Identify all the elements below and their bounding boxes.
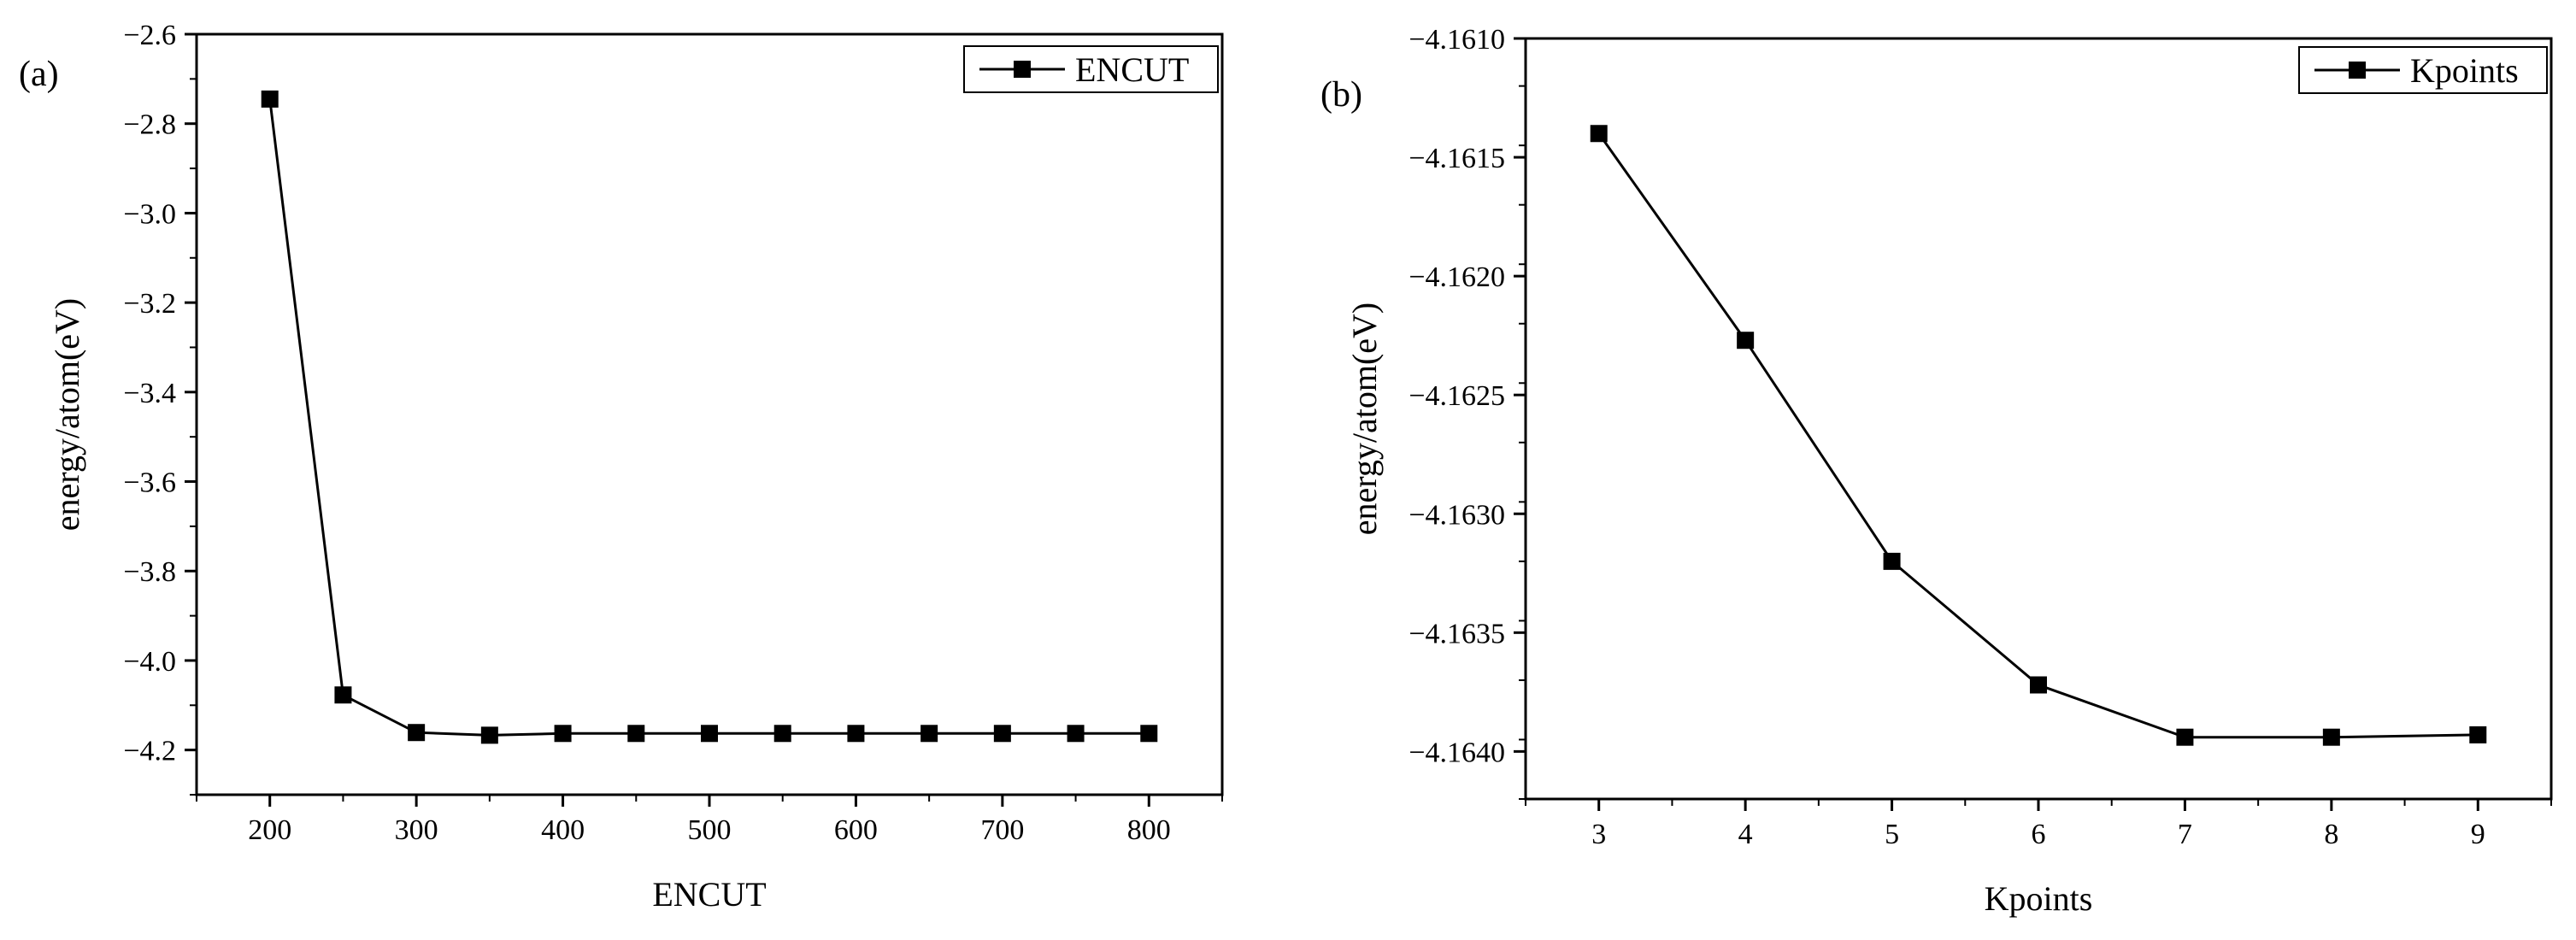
x-tick-label-a-2: 400 <box>541 814 585 846</box>
y-axis-label-b: energy/atom(eV) <box>1345 303 1384 535</box>
y-tick-label-a-0: −2.6 <box>123 20 176 51</box>
panel-label-a: (a) <box>19 55 59 94</box>
y-tick-label-a-3: −3.2 <box>123 288 176 320</box>
legend-a: ENCUT <box>963 45 1219 93</box>
y-tick-label-a-2: −3.0 <box>123 198 176 230</box>
x-tick-label-a-1: 300 <box>395 814 438 846</box>
series-b <box>1590 125 2487 746</box>
x-axis-label-b: Kpoints <box>1985 879 2093 918</box>
y-tick-label-a-4: −3.4 <box>123 378 176 409</box>
data-point-b-4 <box>2176 728 2194 746</box>
data-point-a-1 <box>334 686 352 704</box>
data-point-a-5 <box>627 725 645 743</box>
x-tick-label-b-0: 3 <box>1591 819 1606 850</box>
y-tick-label-b-4: −4.1630 <box>1409 499 1505 531</box>
data-point-a-6 <box>701 725 718 743</box>
panel-a: (a) −2.6 −2.8 −3.0 −3.2 −3.4 −3.6 −3.8 −4.0 −4.2… <box>19 20 1224 914</box>
y-tick-label-a-8: −4.2 <box>123 736 176 767</box>
x-ticks-a: 200 300 400 500 600 700 800 <box>196 795 1223 846</box>
legend-label-a: ENCUT <box>1075 50 1189 89</box>
data-point-a-12 <box>1140 725 1158 743</box>
series-a <box>261 90 1158 744</box>
y-tick-label-a-5: −3.6 <box>123 467 176 499</box>
data-point-a-2 <box>408 724 426 742</box>
data-point-b-6 <box>2469 726 2487 743</box>
y-tick-label-b-5: −4.1635 <box>1409 618 1505 649</box>
series-line-a-0 <box>268 98 1150 737</box>
y-tick-label-b-1: −4.1615 <box>1409 143 1505 174</box>
data-point-a-4 <box>554 725 572 743</box>
x-tick-label-a-4: 600 <box>834 814 878 846</box>
data-point-b-0 <box>1590 125 1608 143</box>
x-tick-label-a-0: 200 <box>248 814 291 846</box>
x-tick-label-a-5: 700 <box>980 814 1024 846</box>
y-tick-label-b-0: −4.1610 <box>1409 24 1505 56</box>
data-point-b-5 <box>2322 728 2340 746</box>
x-tick-label-b-2: 5 <box>1885 819 1899 850</box>
data-point-a-11 <box>1067 725 1085 743</box>
data-point-a-8 <box>847 725 865 743</box>
data-point-b-2 <box>1883 552 1901 570</box>
x-ticks-b: 3 4 5 6 7 8 9 <box>1525 799 2552 850</box>
panel-label-b: (b) <box>1320 75 1362 115</box>
data-point-a-3 <box>480 726 498 744</box>
x-tick-label-a-3: 500 <box>688 814 732 846</box>
panel-b: (b) −4.1610−4.1615−4.1620−4.1625−4.1630−… <box>1320 24 2553 918</box>
y-tick-label-a-1: −2.8 <box>123 109 176 141</box>
y-tick-label-a-6: −3.8 <box>123 556 176 588</box>
legend-label-b: Kpoints <box>2410 51 2519 90</box>
y-tick-label-b-3: −4.1625 <box>1409 380 1505 412</box>
data-point-a-0 <box>261 90 279 108</box>
x-tick-label-b-4: 7 <box>2178 819 2192 850</box>
y-tick-label-a-7: −4.0 <box>123 646 176 678</box>
x-tick-label-b-5: 8 <box>2324 819 2338 850</box>
x-tick-label-a-6: 800 <box>1127 814 1171 846</box>
data-point-a-9 <box>920 725 938 743</box>
data-point-b-3 <box>2030 676 2047 694</box>
series-line-b-0 <box>1597 132 2479 739</box>
data-point-a-7 <box>773 725 791 743</box>
plot-frame-a <box>195 32 1224 796</box>
y-tick-label-b-2: −4.1620 <box>1409 261 1505 293</box>
x-tick-label-b-6: 9 <box>2471 819 2485 850</box>
data-point-b-1 <box>1737 332 1755 350</box>
y-ticks-a: −2.6 −2.8 −3.0 −3.2 −3.4 −3.6 −3.8 −4.0 −4.2 <box>123 20 197 796</box>
x-tick-label-b-1: 4 <box>1738 819 1753 850</box>
legend-marker-b <box>2349 62 2366 79</box>
y-tick-label-b-6: −4.1640 <box>1409 737 1505 768</box>
y-axis-label-a: energy/atom(eV) <box>48 298 86 531</box>
x-axis-label-a: ENCUT <box>652 875 766 914</box>
y-ticks-b: −4.1610 −4.1615 −4.1620 −4.1625 −4.1630 −4.16… <box>1409 24 1526 800</box>
legend-marker-a <box>1014 61 1031 78</box>
legend-b: Kpoints <box>2298 46 2548 94</box>
x-tick-label-b-3: 6 <box>2032 819 2046 850</box>
data-point-a-10 <box>993 725 1011 743</box>
